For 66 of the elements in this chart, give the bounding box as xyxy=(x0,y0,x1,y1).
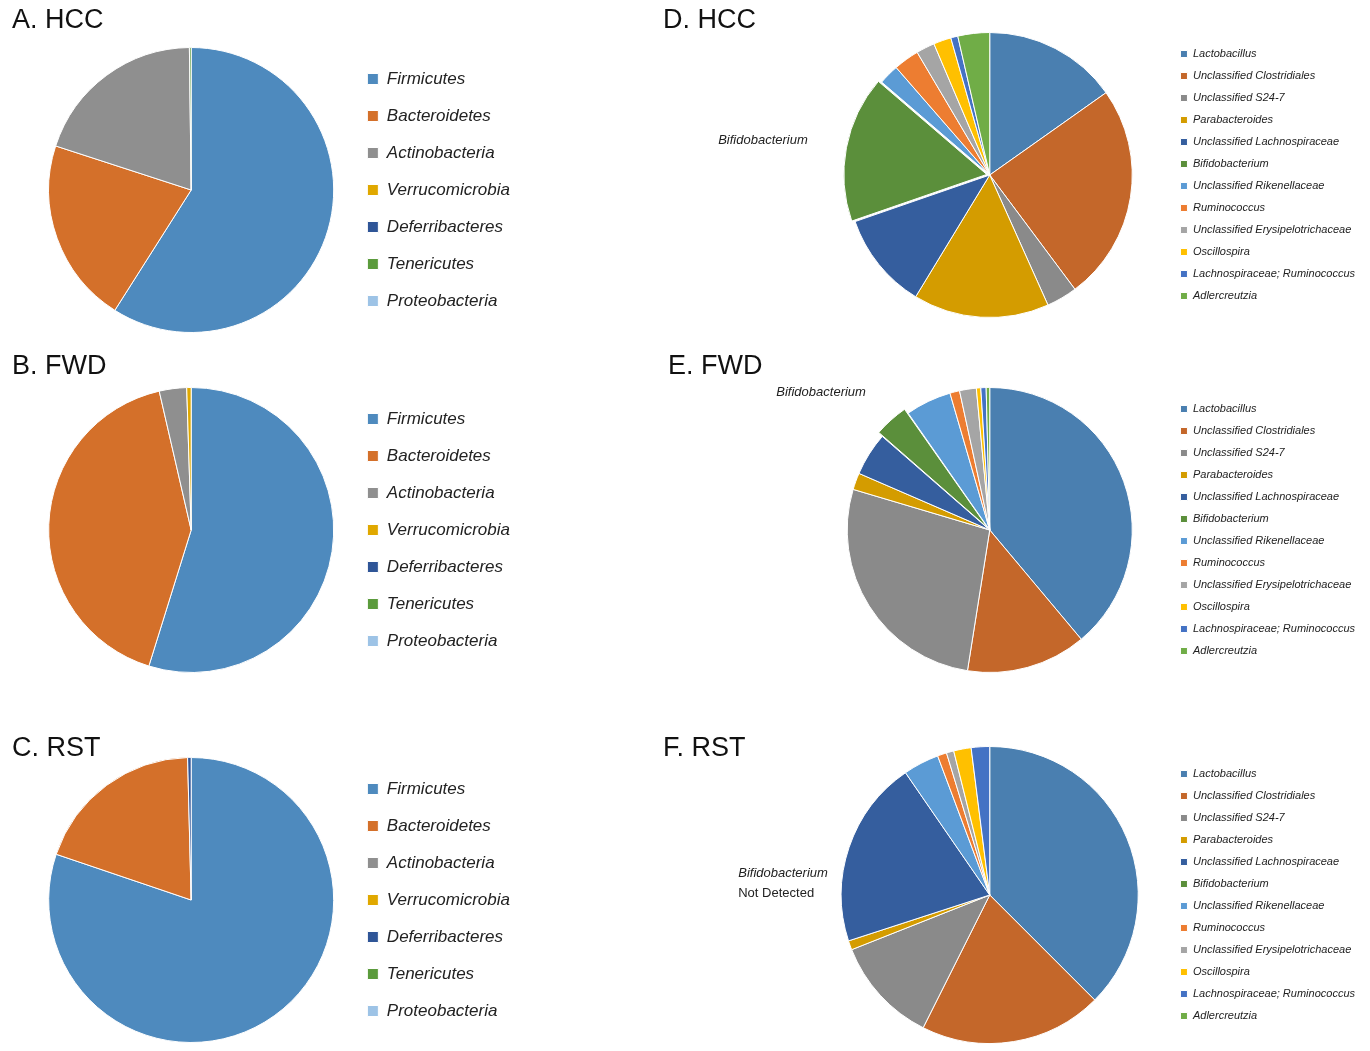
legend-label: Bacteroidetes xyxy=(386,815,492,835)
legend-label: Verrucomicrobia xyxy=(386,889,511,909)
legend-label: Ruminococcus xyxy=(1192,556,1266,569)
chart-title: B. FWD xyxy=(12,350,107,381)
legend-label: Firmicutes xyxy=(386,778,466,798)
legend-label: Unclassified Erysipelotrichaceae xyxy=(1192,223,1352,236)
legend-label: Unclassified Lachnospiraceae xyxy=(1192,855,1340,868)
slice-label: Bifidobacterium xyxy=(718,131,808,147)
legend-label: Oscillospira xyxy=(1192,245,1250,258)
chart-title: C. RST xyxy=(12,732,101,763)
legend-label: Lachnospiraceae; Ruminococcus xyxy=(1192,987,1356,1000)
legend-label: Unclassified Erysipelotrichaceae xyxy=(1192,578,1352,591)
legend-label: Lactobacillus xyxy=(1192,402,1258,415)
legend-label: Unclassified S24-7 xyxy=(1192,91,1286,104)
legend-label: Verrucomicrobia xyxy=(386,179,511,199)
legend-label: Verrucomicrobia xyxy=(386,519,511,539)
legend-label: Lactobacillus xyxy=(1192,47,1258,60)
legend-label: Adlercreutzia xyxy=(1191,644,1258,657)
legend-label: Bacteroidetes xyxy=(386,105,492,125)
legend-label: Adlercreutzia xyxy=(1191,1009,1258,1022)
legend-label: Proteobacteria xyxy=(386,290,498,310)
legend-label: Actinobacteria xyxy=(385,142,495,162)
legend-label: Unclassified Rikenellaceae xyxy=(1192,534,1325,547)
text: Bifidobacterium Not Detected xyxy=(738,864,828,900)
legend-label: Deferribacteres xyxy=(386,216,504,236)
legend-label: Unclassified Clostridiales xyxy=(1192,69,1316,82)
legend-label: Unclassified Rikenellaceae xyxy=(1192,179,1325,192)
legend-label: Firmicutes xyxy=(386,408,466,428)
legend-label: Deferribacteres xyxy=(386,926,504,946)
legend-label: Parabacteroides xyxy=(1192,113,1274,126)
legend-label: Oscillospira xyxy=(1192,965,1250,978)
legend-label: Bifidobacterium xyxy=(1192,157,1269,170)
legend-label: Actinobacteria xyxy=(385,482,495,502)
chart-title: E. FWD xyxy=(668,350,763,381)
legend-label: Unclassified S24-7 xyxy=(1192,446,1286,459)
legend-label: Lactobacillus xyxy=(1192,767,1258,780)
chart-title: F. RST xyxy=(663,732,746,763)
legend-label: Bacteroidetes xyxy=(386,445,492,465)
legend-label: Unclassified Clostridiales xyxy=(1192,424,1316,437)
legend-label: Unclassified Lachnospiraceae xyxy=(1192,135,1340,148)
legend-label: Unclassified Erysipelotrichaceae xyxy=(1192,943,1352,956)
chart-title: A. HCC xyxy=(12,4,104,35)
legend-label: Parabacteroides xyxy=(1192,468,1274,481)
legend-label: Tenericutes xyxy=(386,593,475,613)
legend-label: Lachnospiraceae; Ruminococcus xyxy=(1192,267,1356,280)
legend-label: Proteobacteria xyxy=(386,1000,498,1020)
legend-label: Unclassified Rikenellaceae xyxy=(1192,899,1325,912)
slice-label: Bifidobacterium xyxy=(776,383,867,399)
legend-label: Bifidobacterium xyxy=(1192,877,1269,890)
legend-label: Oscillospira xyxy=(1192,600,1250,613)
legend-label: Ruminococcus xyxy=(1192,921,1266,934)
legend-label: Actinobacteria xyxy=(385,852,495,872)
legend-label: Firmicutes xyxy=(386,68,466,88)
legend-label: Unclassified Lachnospiraceae xyxy=(1192,490,1340,503)
chart-title: D. HCC xyxy=(663,4,756,35)
legend-label: Unclassified S24-7 xyxy=(1192,811,1286,824)
legend-label: Bifidobacterium xyxy=(1192,512,1269,525)
legend-label: Adlercreutzia xyxy=(1191,289,1258,302)
legend-label: Deferribacteres xyxy=(386,556,504,576)
legend-label: Ruminococcus xyxy=(1192,201,1266,214)
legend-label: Unclassified Clostridiales xyxy=(1192,789,1316,802)
legend-label: Tenericutes xyxy=(386,963,475,983)
legend-label: Proteobacteria xyxy=(386,630,498,650)
legend-label: Tenericutes xyxy=(386,253,475,273)
legend-label: Lachnospiraceae; Ruminococcus xyxy=(1192,622,1356,635)
legend-label: Parabacteroides xyxy=(1192,833,1274,846)
